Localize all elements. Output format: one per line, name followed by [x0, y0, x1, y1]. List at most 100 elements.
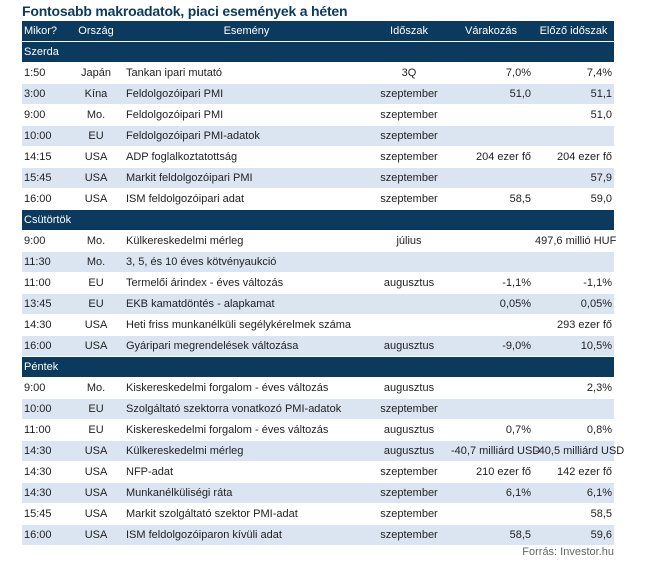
previous-cell: 293 ezer fő	[533, 314, 614, 336]
event-cell: ADP foglalkoztatottság	[124, 146, 369, 168]
time-cell: 14:30	[22, 314, 68, 336]
event-cell: Termelői árindex - éves változás	[124, 272, 369, 294]
period-cell	[369, 251, 449, 273]
expected-cell: 204 ezer fő	[449, 146, 533, 168]
time-cell: 11:30	[22, 251, 68, 273]
section-day-label: Péntek	[22, 356, 614, 378]
expected-cell: 210 ezer fő	[449, 461, 533, 483]
expected-cell	[449, 251, 533, 273]
table-row: 13:45 EU EKB kamatdöntés - alapkamat 0,05% 0…	[22, 293, 614, 315]
period-cell: augusztus	[369, 335, 449, 357]
expected-cell	[449, 230, 533, 252]
event-cell: Kiskereskedelmi forgalom - éves változás	[124, 419, 369, 441]
table-row: 15:45 USA Markit feldolgozóipari PMI szepte…	[22, 167, 614, 189]
previous-cell: 58,5	[533, 503, 614, 525]
period-cell: szeptember	[369, 83, 449, 105]
period-cell: július	[369, 230, 449, 252]
expected-cell: 58,5	[449, 524, 533, 546]
time-cell: 15:45	[22, 167, 68, 189]
time-cell: 16:00	[22, 188, 68, 210]
event-cell: ISM feldolgozóipari adat	[124, 188, 369, 210]
time-cell: 14:30	[22, 461, 68, 483]
country-cell: USA	[68, 188, 124, 210]
table-row: 10:00 EU Szolgáltató szektorra vonatkozó P…	[22, 398, 614, 420]
time-cell: 1:50	[22, 62, 68, 84]
header-event: Esemény	[124, 21, 369, 42]
time-cell: 9:00	[22, 377, 68, 399]
table-row: 11:30 Mo. 3, 5, és 10 éves kötvényaukció	[22, 251, 614, 273]
table-body: Szerda 1:50 Japán Tankan ipari mutató 3Q 7,0%…	[22, 41, 624, 546]
event-cell: Markit szolgáltató szektor PMI-adat	[124, 503, 369, 525]
event-cell: Kiskereskedelmi forgalom - éves változás	[124, 377, 369, 399]
section-header-row: Péntek	[22, 356, 614, 378]
table-row: 16:00 USA ISM feldolgozóiparon kívüli adat…	[22, 524, 614, 546]
expected-cell: 58,5	[449, 188, 533, 210]
previous-cell: 204 ezer fő	[533, 146, 614, 168]
previous-cell	[533, 398, 614, 420]
time-cell: 14:30	[22, 440, 68, 462]
table-row: 11:00 EU Kiskereskedelmi forgalom - éves v…	[22, 419, 614, 441]
previous-cell: -40,5 milliárd USD	[533, 440, 624, 462]
period-cell	[369, 314, 449, 336]
time-cell: 11:00	[22, 272, 68, 294]
country-cell: EU	[68, 293, 124, 315]
country-cell: EU	[68, 125, 124, 147]
table-row: 9:00 Mo. Külkereskedelmi mérleg július 497,6…	[22, 230, 616, 252]
previous-cell: 142 ezer fő	[533, 461, 614, 483]
period-cell: 3Q	[369, 62, 449, 84]
previous-cell: 10,5%	[533, 335, 614, 357]
event-cell: Feldolgozóipari PMI-adatok	[124, 125, 369, 147]
previous-cell: -1,1%	[533, 272, 614, 294]
country-cell: USA	[68, 503, 124, 525]
period-cell: szeptember	[369, 146, 449, 168]
expected-cell	[449, 104, 533, 126]
previous-cell: 57,9	[533, 167, 614, 189]
event-cell: 3, 5, és 10 éves kötvényaukció	[124, 251, 369, 273]
table-row: 14:15 USA ADP foglalkoztatottság szeptember…	[22, 146, 614, 168]
table-row: 3:00 Kína Feldolgozóipari PMI szeptember 51,…	[22, 83, 614, 105]
previous-cell: 0,05%	[533, 293, 614, 315]
table-row: 10:00 EU Feldolgozóipari PMI-adatok szeptem…	[22, 125, 614, 147]
period-cell: augusztus	[369, 419, 449, 441]
expected-cell	[449, 398, 533, 420]
period-cell: szeptember	[369, 482, 449, 504]
expected-cell: 7,0%	[449, 62, 533, 84]
previous-cell: 0,8%	[533, 419, 614, 441]
time-cell: 16:00	[22, 524, 68, 546]
table-row: 16:00 USA Gyáripari megrendelések változás…	[22, 335, 614, 357]
period-cell: szeptember	[369, 188, 449, 210]
event-cell: Heti friss munkanélküli segélykérelmek s…	[124, 314, 369, 336]
time-cell: 14:15	[22, 146, 68, 168]
event-cell: Tankan ipari mutató	[124, 62, 369, 84]
country-cell: USA	[68, 461, 124, 483]
time-cell: 11:00	[22, 419, 68, 441]
time-cell: 9:00	[22, 230, 68, 252]
time-cell: 3:00	[22, 83, 68, 105]
time-cell: 13:45	[22, 293, 68, 315]
header-when: Mikor?	[22, 21, 68, 42]
previous-cell: 6,1%	[533, 482, 614, 504]
time-cell: 9:00	[22, 104, 68, 126]
table-row: 11:00 EU Termelői árindex - éves változás a…	[22, 272, 614, 294]
expected-cell: 51,0	[449, 83, 533, 105]
expected-cell: 6,1%	[449, 482, 533, 504]
country-cell: Japán	[68, 62, 124, 84]
section-day-label: Csütörtök	[22, 209, 614, 231]
expected-cell: -40,7 milliárd USD	[449, 440, 540, 462]
country-cell: USA	[68, 524, 124, 546]
expected-cell: -1,1%	[449, 272, 533, 294]
expected-cell: 0,7%	[449, 419, 533, 441]
period-cell: szeptember	[369, 125, 449, 147]
country-cell: Kína	[68, 83, 124, 105]
period-cell: szeptember	[369, 167, 449, 189]
previous-cell: 59,6	[533, 524, 614, 546]
country-cell: Mo.	[68, 104, 124, 126]
previous-cell: 497,6 millió HUF	[533, 230, 616, 252]
period-cell: augusztus	[369, 440, 449, 462]
table-row: 16:00 USA ISM feldolgozóipari adat szeptemb…	[22, 188, 614, 210]
section-header-row: Szerda	[22, 41, 614, 63]
event-cell: Markit feldolgozóipari PMI	[124, 167, 369, 189]
source-note: Forrás: Investor.hu	[522, 546, 614, 558]
expected-cell	[449, 503, 533, 525]
country-cell: USA	[68, 482, 124, 504]
